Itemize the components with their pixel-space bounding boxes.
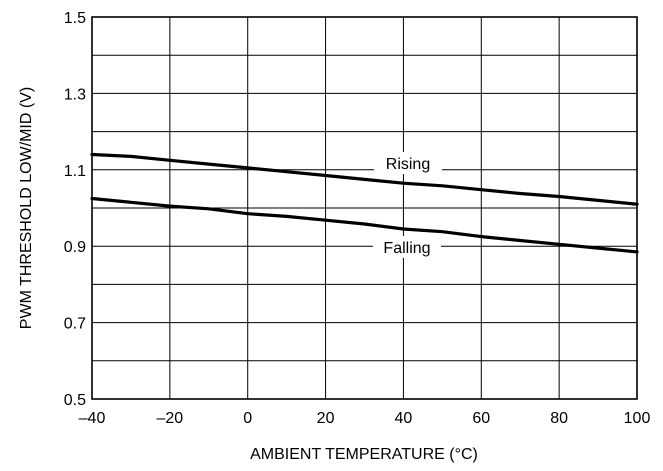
series-label-falling: Falling <box>383 240 430 257</box>
series-labels: Rising Falling <box>373 152 442 258</box>
series-lines <box>90 152 639 254</box>
y-tick-label: 1.3 <box>64 86 86 103</box>
x-tick-label: 80 <box>550 410 568 427</box>
x-tick-label: 20 <box>317 410 335 427</box>
x-tick-label: –20 <box>157 410 184 427</box>
x-tick-label: 40 <box>395 410 413 427</box>
y-tick-label: 0.7 <box>64 316 86 333</box>
y-tick-label: 1.1 <box>64 163 86 180</box>
y-axis-title: PWM THRESHOLD LOW/MID (V) <box>18 87 35 329</box>
plot-frame <box>91 16 638 400</box>
y-tick-label: 1.5 <box>64 10 86 27</box>
x-tick-label: 60 <box>472 410 490 427</box>
series-line-falling <box>90 196 639 254</box>
series-label-rising: Rising <box>386 156 430 173</box>
series-label-background <box>373 236 441 258</box>
x-axis-title: AMBIENT TEMPERATURE (°C) <box>250 446 478 463</box>
x-tick-label: –40 <box>79 410 106 427</box>
x-tick-label: 100 <box>624 410 651 427</box>
y-tick-labels: 0.5 0.7 0.9 1.1 1.3 1.5 <box>64 10 86 409</box>
grid-lines <box>92 17 637 399</box>
series-line-rising <box>90 152 639 206</box>
y-tick-label: 0.9 <box>64 239 86 256</box>
series-label-background <box>374 152 442 174</box>
y-tick-label: 0.5 <box>64 392 86 409</box>
x-tick-label: 0 <box>243 410 252 427</box>
x-tick-labels: –40 –20 0 20 40 60 80 100 <box>79 410 651 427</box>
